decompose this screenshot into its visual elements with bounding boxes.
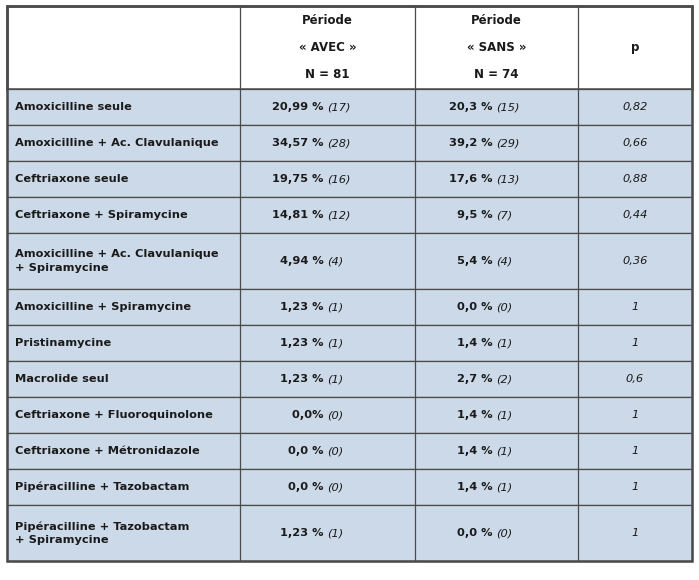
Text: 0,0 %: 0,0 % — [288, 446, 328, 456]
Text: Amoxicilline + Spiramycine: Amoxicilline + Spiramycine — [15, 302, 191, 312]
Text: (1): (1) — [328, 302, 344, 312]
Text: (28): (28) — [328, 138, 351, 148]
Text: « AVEC »: « AVEC » — [298, 41, 356, 54]
Text: 1: 1 — [631, 482, 639, 492]
Text: (1): (1) — [328, 528, 344, 538]
Text: (1): (1) — [328, 374, 344, 384]
Text: 0,66: 0,66 — [622, 138, 648, 148]
Text: 1: 1 — [631, 302, 639, 312]
Text: 0,44: 0,44 — [622, 210, 648, 220]
Text: 19,75 %: 19,75 % — [272, 174, 328, 184]
Text: 0,0 %: 0,0 % — [457, 528, 496, 538]
Text: (12): (12) — [328, 210, 351, 220]
Bar — [7, 469, 692, 505]
Text: (1): (1) — [496, 482, 513, 492]
Text: 0,6: 0,6 — [626, 374, 644, 384]
Text: Ceftriaxone seule: Ceftriaxone seule — [15, 174, 129, 184]
Text: 1: 1 — [631, 338, 639, 348]
Text: 0,82: 0,82 — [622, 102, 648, 112]
Text: « SANS »: « SANS » — [467, 41, 526, 54]
Text: (0): (0) — [496, 302, 513, 312]
Bar — [7, 289, 692, 325]
Text: 9,5 %: 9,5 % — [457, 210, 496, 220]
Text: Pristinamycine: Pristinamycine — [15, 338, 111, 348]
Text: (15): (15) — [496, 102, 520, 112]
Text: 0,0 %: 0,0 % — [457, 302, 496, 312]
Text: 0,0 %: 0,0 % — [288, 482, 328, 492]
Bar — [7, 397, 692, 433]
Text: 39,2 %: 39,2 % — [449, 138, 496, 148]
Text: (13): (13) — [496, 174, 520, 184]
Text: (4): (4) — [496, 256, 513, 266]
Text: (2): (2) — [496, 374, 513, 384]
Bar — [7, 361, 692, 397]
Bar — [7, 6, 692, 89]
Bar — [7, 89, 692, 125]
Bar — [7, 233, 692, 289]
Text: 1,23 %: 1,23 % — [280, 338, 328, 348]
Text: 1,23 %: 1,23 % — [280, 374, 328, 384]
Text: (0): (0) — [496, 528, 513, 538]
Text: 0,36: 0,36 — [622, 256, 648, 266]
Text: Période: Période — [471, 14, 522, 27]
Text: N = 74: N = 74 — [474, 67, 519, 81]
Text: Amoxicilline + Ac. Clavulanique
+ Spiramycine: Amoxicilline + Ac. Clavulanique + Spiram… — [15, 249, 219, 273]
Text: (1): (1) — [496, 338, 513, 348]
Text: 1,4 %: 1,4 % — [457, 482, 496, 492]
Bar — [7, 505, 692, 561]
Bar — [7, 325, 692, 361]
Text: (0): (0) — [328, 482, 344, 492]
Text: 1: 1 — [631, 528, 639, 538]
Text: 1,4 %: 1,4 % — [457, 410, 496, 420]
Bar — [7, 125, 692, 161]
Text: (4): (4) — [328, 256, 344, 266]
Text: (7): (7) — [496, 210, 513, 220]
Text: 14,81 %: 14,81 % — [272, 210, 328, 220]
Bar — [7, 161, 692, 197]
Text: Macrolide seul: Macrolide seul — [15, 374, 109, 384]
Text: (0): (0) — [328, 410, 344, 420]
Text: 1,23 %: 1,23 % — [280, 528, 328, 538]
Text: 20,3 %: 20,3 % — [449, 102, 496, 112]
Text: (0): (0) — [328, 446, 344, 456]
Text: 0,88: 0,88 — [622, 174, 648, 184]
Text: 2,7 %: 2,7 % — [457, 374, 496, 384]
Text: Pipéracilline + Tazobactam
+ Spiramycine: Pipéracilline + Tazobactam + Spiramycine — [15, 521, 189, 545]
Text: 20,99 %: 20,99 % — [272, 102, 328, 112]
Text: Ceftriaxone + Fluoroquinolone: Ceftriaxone + Fluoroquinolone — [15, 410, 213, 420]
Text: Ceftriaxone + Métronidazole: Ceftriaxone + Métronidazole — [15, 446, 200, 456]
Text: Ceftriaxone + Spiramycine: Ceftriaxone + Spiramycine — [15, 210, 188, 220]
Text: N = 81: N = 81 — [305, 67, 350, 81]
Text: (1): (1) — [328, 338, 344, 348]
Bar — [7, 197, 692, 233]
Bar — [7, 433, 692, 469]
Text: 1: 1 — [631, 410, 639, 420]
Text: 4,94 %: 4,94 % — [280, 256, 328, 266]
Text: Période: Période — [302, 14, 353, 27]
Text: (16): (16) — [328, 174, 351, 184]
Text: 0,0%: 0,0% — [292, 410, 328, 420]
Text: p: p — [630, 41, 639, 54]
Text: (1): (1) — [496, 446, 513, 456]
Text: (29): (29) — [496, 138, 520, 148]
Text: 1,4 %: 1,4 % — [457, 338, 496, 348]
Text: Pipéracilline + Tazobactam: Pipéracilline + Tazobactam — [15, 482, 189, 492]
Text: 5,4 %: 5,4 % — [457, 256, 496, 266]
Text: 1: 1 — [631, 446, 639, 456]
Text: 17,6 %: 17,6 % — [449, 174, 496, 184]
Text: 34,57 %: 34,57 % — [272, 138, 328, 148]
Text: 1,4 %: 1,4 % — [457, 446, 496, 456]
Text: Amoxicilline seule: Amoxicilline seule — [15, 102, 132, 112]
Text: 1,23 %: 1,23 % — [280, 302, 328, 312]
Text: (1): (1) — [496, 410, 513, 420]
Text: Amoxicilline + Ac. Clavulanique: Amoxicilline + Ac. Clavulanique — [15, 138, 219, 148]
Text: (17): (17) — [328, 102, 351, 112]
